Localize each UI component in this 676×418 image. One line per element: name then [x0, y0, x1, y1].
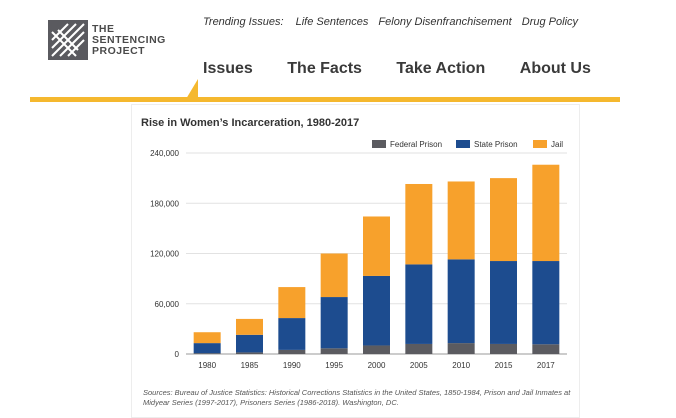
- legend-label-federal-prison: Federal Prison: [390, 140, 442, 149]
- bar-federal-prison-2000: [363, 345, 390, 354]
- bar-jail-2015: [490, 178, 517, 262]
- legend-swatch-federal-prison: [372, 140, 386, 148]
- logo-text: THE SENTENCING PROJECT: [92, 24, 166, 57]
- logo[interactable]: THE SENTENCING PROJECT: [48, 20, 178, 66]
- bar-state-prison-2010: [447, 259, 475, 344]
- x-tick-label: 1995: [325, 361, 343, 370]
- bar-state-prison-2005: [405, 264, 433, 344]
- x-tick-label: 2017: [537, 361, 555, 370]
- nav-active-indicator: [186, 79, 198, 99]
- bar-federal-prison-1995: [320, 348, 348, 354]
- bar-state-prison-2000: [363, 275, 390, 346]
- bar-jail-2000: [363, 216, 390, 276]
- bar-jail-1990: [278, 287, 306, 319]
- legend-label-state-prison: State Prison: [474, 140, 518, 149]
- logo-line-1: THE: [92, 23, 115, 35]
- y-tick-label: 240,000: [150, 149, 179, 158]
- trending-label: Trending Issues:: [203, 16, 284, 28]
- sentencing-project-logo-icon: [48, 20, 88, 60]
- x-tick-label: 2010: [452, 361, 470, 370]
- trending-link-felony-disenfranchisement[interactable]: Felony Disenfranchisement: [378, 16, 512, 28]
- bar-state-prison-1985: [236, 334, 263, 353]
- chart-source-note: Sources: Bureau of Justice Statistics: H…: [143, 388, 571, 407]
- bar-federal-prison-1985: [236, 352, 263, 354]
- legend-swatch-state-prison: [456, 140, 470, 148]
- main-nav: Issues The Facts Take Action About Us: [203, 60, 621, 78]
- bar-federal-prison-2005: [405, 343, 433, 354]
- x-tick-label: 2015: [495, 361, 513, 370]
- y-tick-label: 0: [175, 350, 180, 359]
- x-tick-label: 2005: [410, 361, 428, 370]
- x-tick-label: 1985: [241, 361, 259, 370]
- bar-federal-prison-1980: [193, 353, 221, 354]
- bar-state-prison-1980: [193, 343, 221, 354]
- logo-line-3: PROJECT: [92, 45, 146, 57]
- x-tick-label: 1980: [198, 361, 216, 370]
- bar-state-prison-1995: [320, 297, 348, 349]
- bar-jail-1985: [236, 318, 263, 335]
- legend-swatch-jail: [533, 140, 547, 148]
- bar-jail-2010: [447, 181, 475, 260]
- bar-jail-1995: [320, 253, 348, 298]
- y-tick-label: 60,000: [155, 300, 180, 309]
- bar-jail-2005: [405, 183, 433, 265]
- bar-state-prison-1990: [278, 318, 306, 350]
- x-tick-label: 2000: [368, 361, 386, 370]
- bar-federal-prison-1990: [278, 349, 306, 354]
- bar-federal-prison-2015: [490, 343, 517, 354]
- bar-state-prison-2015: [490, 261, 517, 344]
- nav-about-us[interactable]: About Us: [519, 60, 591, 77]
- bar-federal-prison-2010: [447, 343, 475, 354]
- bar-state-prison-2017: [532, 261, 560, 345]
- trending-issues: Trending Issues: Life Sentences Felony D…: [203, 16, 585, 28]
- bar-federal-prison-2017: [532, 344, 560, 354]
- nav-the-facts[interactable]: The Facts: [287, 60, 362, 77]
- nav-underline-bar: [30, 97, 620, 102]
- bar-jail-1980: [193, 332, 221, 344]
- trending-link-life-sentences[interactable]: Life Sentences: [295, 16, 369, 28]
- logo-line-2: SENTENCING: [92, 34, 166, 46]
- nav-take-action[interactable]: Take Action: [396, 60, 486, 77]
- chart-title: Rise in Women’s Incarceration, 1980-2017: [141, 117, 360, 129]
- bar-jail-2017: [532, 164, 560, 262]
- y-tick-label: 180,000: [150, 199, 179, 208]
- y-tick-label: 120,000: [150, 250, 179, 259]
- x-tick-label: 1990: [283, 361, 301, 370]
- nav-issues[interactable]: Issues: [203, 60, 253, 77]
- legend-label-jail: Jail: [551, 140, 563, 149]
- trending-link-drug-policy[interactable]: Drug Policy: [521, 16, 579, 28]
